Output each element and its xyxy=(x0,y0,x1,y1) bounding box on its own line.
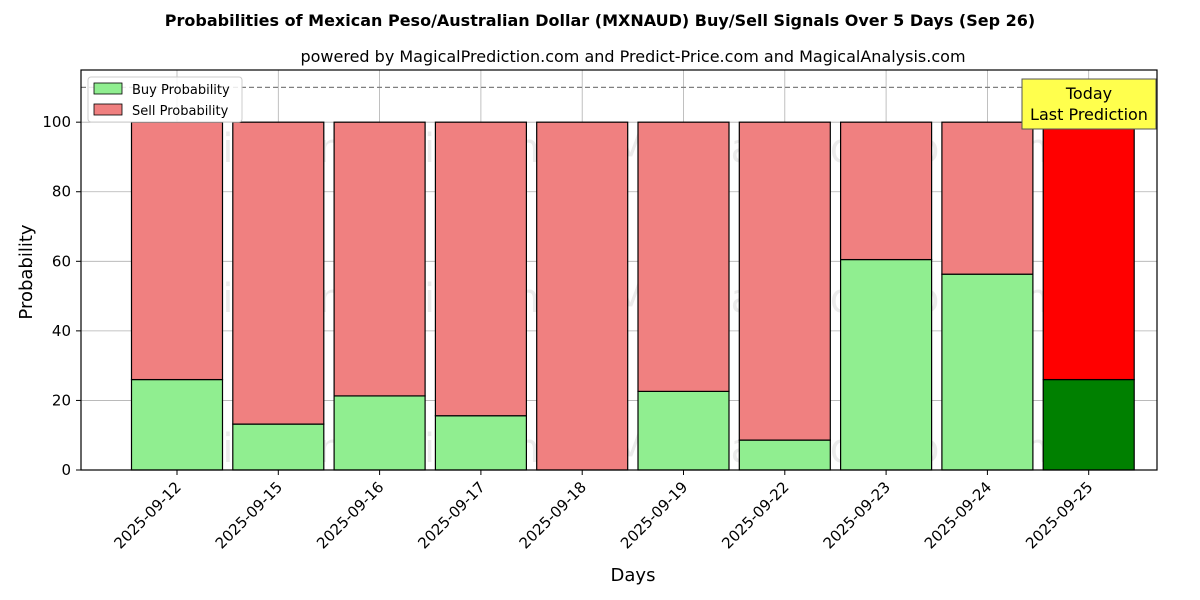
legend-buy-swatch xyxy=(93,82,123,95)
y-tick-label: 80 xyxy=(52,183,71,201)
buy-bar xyxy=(232,423,325,471)
x-tick-label: 2025-09-16 xyxy=(313,478,387,552)
sell-bar xyxy=(738,121,831,441)
x-tick-label: 2025-09-23 xyxy=(820,478,894,552)
sell-bar xyxy=(232,121,325,425)
sell-bar xyxy=(434,121,527,417)
today-annotation: Today Last Prediction xyxy=(1021,78,1157,130)
bar-layer xyxy=(130,121,1135,471)
chart-title: Probabilities of Mexican Peso/Australian… xyxy=(165,11,1035,30)
sell-bar xyxy=(941,121,1034,275)
legend-sell-label: Sell Probability xyxy=(132,104,229,119)
annotation-today: Today xyxy=(1065,84,1112,103)
legend-frame xyxy=(87,76,243,123)
x-tick-label: 2025-09-18 xyxy=(516,478,590,552)
y-tick-label: 0 xyxy=(61,461,71,479)
y-tick-label: 40 xyxy=(52,322,71,340)
x-tick-label: 2025-09-12 xyxy=(110,478,184,552)
sell-bar xyxy=(130,121,224,381)
x-tick-label: 2025-09-24 xyxy=(921,478,995,552)
x-axis-label: Days xyxy=(611,565,656,586)
sell-bar xyxy=(536,121,629,471)
buy-bar xyxy=(130,378,224,471)
x-tick-label: 2025-09-15 xyxy=(212,478,286,552)
buy-bar xyxy=(941,273,1034,471)
y-tick-label: 20 xyxy=(52,391,71,409)
chart-subtitle: powered by MagicalPrediction.com and Pre… xyxy=(300,47,965,66)
buy-bar xyxy=(333,395,426,471)
buy-bar xyxy=(637,390,730,471)
annotation-box xyxy=(1021,78,1157,130)
y-tick-label: 100 xyxy=(42,113,71,131)
buy-bar xyxy=(738,439,831,471)
buy-bar xyxy=(434,415,527,471)
buy-bar xyxy=(839,258,933,471)
x-tick-label: 2025-09-22 xyxy=(718,478,792,552)
legend: Buy Probability Sell Probability xyxy=(87,76,243,123)
sell-bar xyxy=(333,121,426,397)
sell-bar xyxy=(1042,121,1135,381)
y-axis-label: Probability xyxy=(16,224,37,319)
annotation-last-prediction: Last Prediction xyxy=(1030,105,1148,124)
buy-bar xyxy=(1042,378,1135,471)
legend-sell-swatch xyxy=(93,103,123,116)
y-tick-label: 60 xyxy=(52,252,71,270)
sell-bar xyxy=(637,121,730,392)
plot-frame xyxy=(80,69,1158,471)
x-tick-label: 2025-09-25 xyxy=(1022,478,1096,552)
x-tick-label: 2025-09-17 xyxy=(414,478,488,552)
legend-buy-label: Buy Probability xyxy=(132,83,230,98)
sell-bar xyxy=(839,121,933,261)
x-tick-label: 2025-09-19 xyxy=(617,478,691,552)
